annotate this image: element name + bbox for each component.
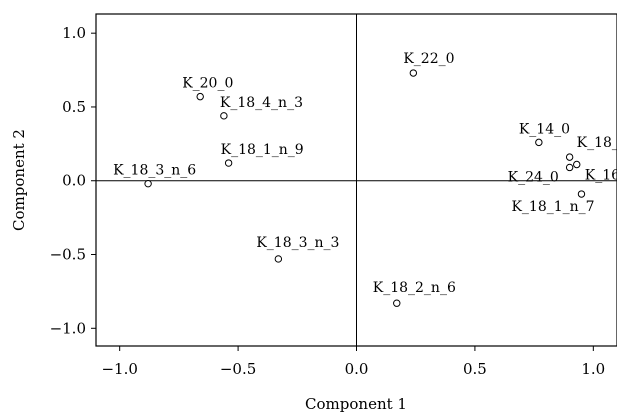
point-label: K_18_3_n_3 (256, 235, 339, 251)
point-label: K_16_0 (585, 168, 617, 184)
scatter-point (573, 160, 581, 169)
scatter-point (409, 69, 418, 77)
point-label: K_20_0 (182, 76, 233, 92)
point-label: K_18_2_n_6 (373, 280, 456, 296)
point-label: K_18_1_n_7 (511, 199, 594, 215)
scatter-point (224, 159, 233, 167)
y-tick-label: 0.0 (62, 172, 86, 190)
y-tick-label: −0.5 (50, 246, 86, 264)
y-axis-title: Component 2 (10, 129, 28, 231)
scatter-point (565, 153, 574, 161)
x-tick-label: 1.0 (581, 360, 605, 378)
scatter-point (393, 299, 401, 307)
point-label: K_22_0 (403, 51, 454, 67)
x-tick-label: −1.0 (101, 360, 137, 378)
scatter-point (535, 138, 543, 147)
point-label: K_18_3_n_6 (113, 163, 196, 179)
scatter-point (220, 112, 228, 120)
data-points: K_22_0 K_20_0 K_18_4_n_3 K_18_1_n_9 K_18_3_n… (113, 51, 617, 307)
x-tick-label: 0.5 (463, 360, 487, 378)
y-tick-label: 1.0 (62, 24, 86, 42)
scatter-point (577, 190, 586, 198)
y-tick-label: 0.5 (62, 98, 86, 116)
point-label: K_14_0 (519, 121, 570, 137)
scatter-point (196, 92, 204, 101)
x-tick-label: −0.5 (220, 360, 256, 378)
x-axis-ticks: −1.0 −0.5 0.0 0.5 1.0 (101, 346, 605, 378)
point-label: K_18_1_n_9 (221, 142, 304, 158)
point-label: K_18_0 (577, 135, 617, 151)
zero-lines (96, 14, 617, 346)
scatter-point (565, 163, 574, 172)
y-axis-ticks: 1.0 0.5 0.0 −0.5 −1.0 (50, 24, 96, 337)
point-label: K_18_4_n_3 (220, 95, 303, 111)
scatter-point (144, 179, 152, 188)
y-tick-label: −1.0 (50, 319, 86, 337)
point-label: K_24_0 (508, 169, 559, 185)
scatter-point (274, 255, 283, 263)
x-axis-title: Component 1 (305, 395, 407, 413)
x-tick-label: 0.0 (345, 360, 369, 378)
